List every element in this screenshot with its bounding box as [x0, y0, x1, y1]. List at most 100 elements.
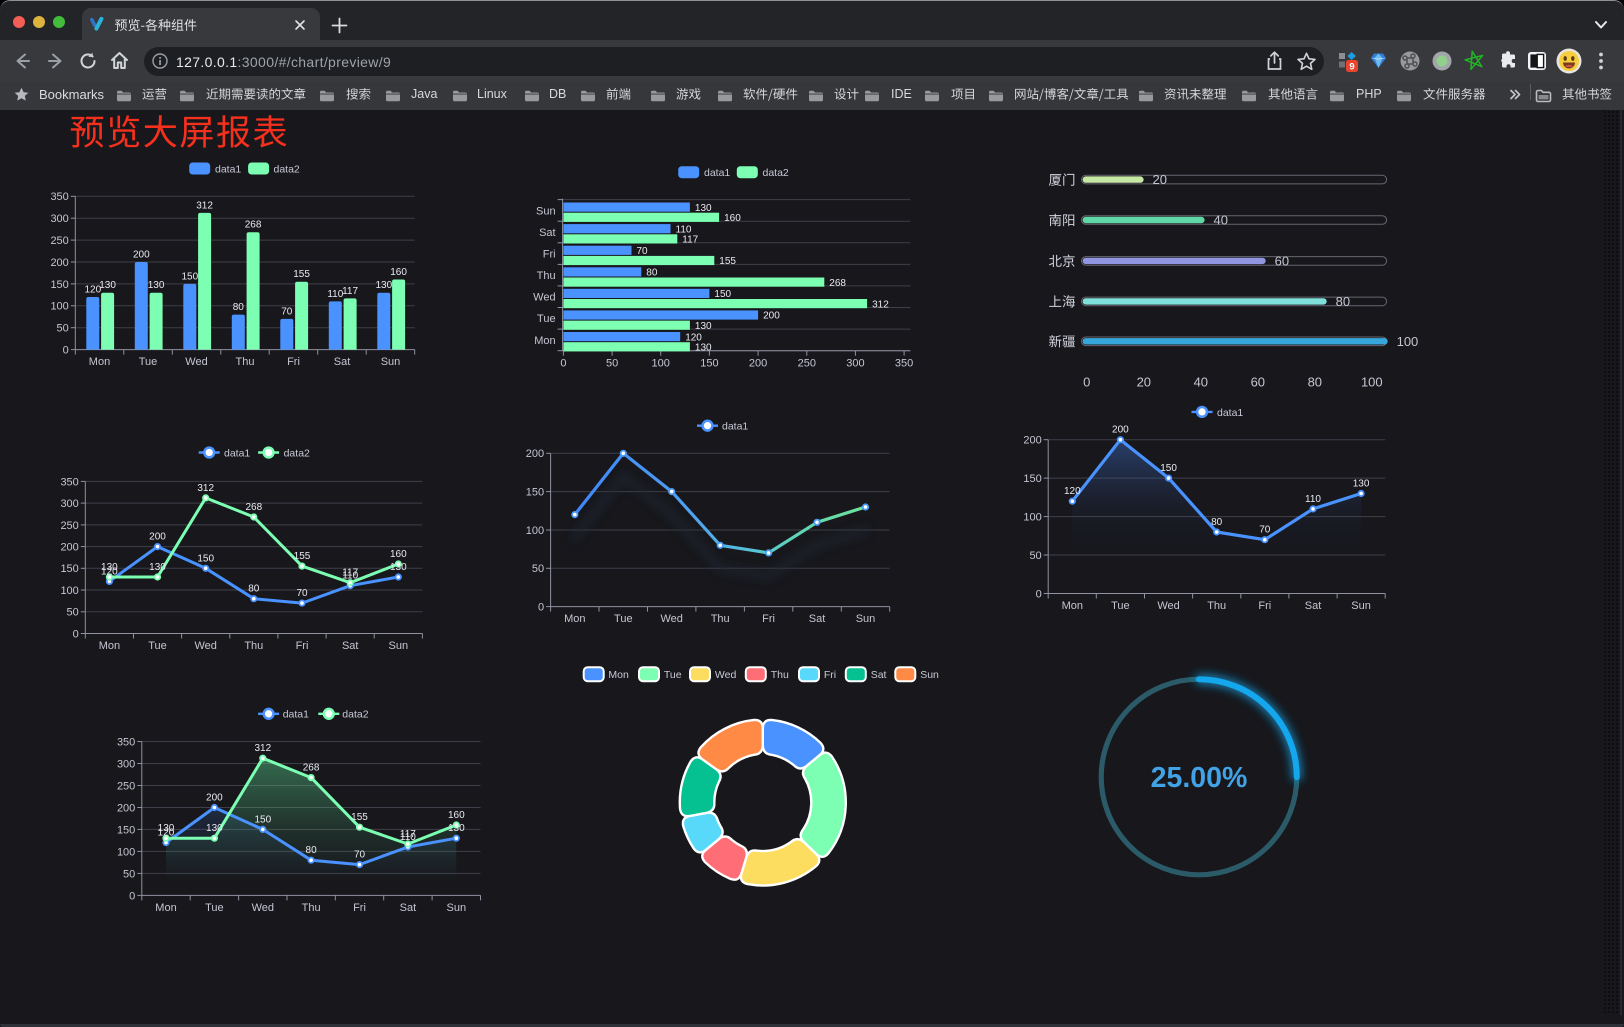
svg-text:150: 150: [1023, 473, 1041, 485]
svg-text:160: 160: [390, 267, 407, 278]
svg-text:0: 0: [560, 358, 566, 370]
svg-text:50: 50: [532, 563, 544, 575]
svg-text:40: 40: [1214, 213, 1228, 228]
svg-text:data1: data1: [283, 709, 309, 721]
svg-text:250: 250: [798, 358, 816, 370]
svg-text:130: 130: [695, 321, 712, 332]
svg-text:9: 9: [1349, 62, 1354, 73]
svg-text:155: 155: [294, 551, 311, 562]
svg-text:Tue: Tue: [148, 640, 167, 652]
svg-text:Sat: Sat: [400, 902, 417, 914]
svg-text:150: 150: [700, 358, 718, 370]
svg-text:0: 0: [538, 602, 544, 614]
svg-text:110: 110: [400, 832, 416, 843]
svg-text:268: 268: [829, 278, 846, 289]
svg-text:120: 120: [1064, 486, 1081, 497]
svg-text:312: 312: [196, 200, 213, 211]
svg-text:Wed: Wed: [194, 640, 216, 652]
svg-text:130: 130: [99, 280, 116, 291]
svg-text:300: 300: [60, 498, 78, 510]
svg-text:100: 100: [652, 358, 670, 370]
svg-text:200: 200: [206, 793, 223, 804]
svg-text:150: 150: [117, 824, 135, 836]
svg-text:20: 20: [1137, 374, 1151, 389]
svg-text:70: 70: [354, 850, 366, 861]
svg-text:312: 312: [872, 299, 889, 310]
svg-text:200: 200: [60, 542, 78, 554]
svg-text:155: 155: [719, 256, 736, 267]
svg-text:Mon: Mon: [608, 669, 629, 681]
svg-text:Sun: Sun: [920, 669, 939, 681]
svg-text:100: 100: [50, 301, 68, 313]
svg-text:200: 200: [749, 358, 767, 370]
svg-text:100: 100: [526, 525, 544, 537]
svg-text:Sun: Sun: [536, 205, 556, 217]
svg-text:350: 350: [60, 476, 78, 488]
svg-text:80: 80: [646, 268, 658, 279]
svg-text:160: 160: [390, 549, 407, 560]
svg-text:250: 250: [50, 235, 68, 247]
svg-text:Sat: Sat: [871, 669, 887, 681]
svg-text:300: 300: [50, 213, 68, 225]
svg-text:100: 100: [1397, 334, 1419, 349]
svg-text:Thu: Thu: [537, 270, 556, 282]
svg-text:Sun: Sun: [381, 356, 401, 368]
svg-text:Sun: Sun: [389, 640, 409, 652]
svg-text:Mon: Mon: [534, 335, 555, 347]
svg-text:80: 80: [306, 845, 318, 856]
svg-text:350: 350: [895, 358, 913, 370]
svg-text:312: 312: [197, 483, 214, 494]
svg-text:Fri: Fri: [762, 613, 775, 625]
svg-text:Mon: Mon: [1062, 600, 1083, 612]
svg-text:130: 130: [158, 823, 175, 834]
svg-text:130: 130: [390, 562, 407, 573]
svg-text:120: 120: [101, 566, 118, 577]
svg-text:268: 268: [245, 502, 262, 513]
svg-text:Tue: Tue: [537, 313, 556, 325]
svg-text:80: 80: [248, 584, 260, 595]
svg-text:Wed: Wed: [533, 292, 555, 304]
svg-text:268: 268: [303, 763, 320, 774]
svg-text:60: 60: [1275, 253, 1289, 268]
svg-text:Thu: Thu: [236, 356, 255, 368]
svg-text:120: 120: [84, 285, 101, 296]
svg-text:data2: data2: [342, 709, 368, 721]
svg-text:155: 155: [293, 269, 310, 280]
svg-text:50: 50: [67, 607, 79, 619]
svg-text:Fri: Fri: [353, 902, 366, 914]
svg-text:Fri: Fri: [287, 356, 300, 368]
svg-text:data1: data1: [1217, 407, 1243, 419]
svg-text:data2: data2: [763, 167, 789, 179]
svg-text:70: 70: [296, 588, 308, 599]
svg-text:Mon: Mon: [155, 902, 176, 914]
svg-text:117: 117: [342, 568, 358, 579]
svg-text:Sat: Sat: [334, 356, 351, 368]
svg-text:Thu: Thu: [711, 613, 730, 625]
svg-text:Mon: Mon: [99, 640, 120, 652]
svg-text:130: 130: [695, 203, 712, 214]
svg-text:268: 268: [245, 220, 262, 231]
svg-text:data1: data1: [722, 421, 748, 433]
svg-text:130: 130: [149, 562, 166, 573]
svg-text:100: 100: [117, 846, 135, 858]
svg-text:150: 150: [254, 814, 271, 825]
svg-text:50: 50: [1029, 550, 1041, 562]
svg-text:60: 60: [1251, 374, 1265, 389]
svg-text:Tue: Tue: [614, 613, 633, 625]
svg-text:130: 130: [101, 562, 118, 573]
svg-text:Sat: Sat: [342, 640, 359, 652]
svg-text:80: 80: [233, 302, 245, 313]
svg-text:Wed: Wed: [252, 902, 274, 914]
svg-text:Tue: Tue: [1111, 600, 1130, 612]
svg-text:0: 0: [129, 890, 135, 902]
svg-text:Tue: Tue: [139, 356, 158, 368]
svg-text:Wed: Wed: [715, 669, 737, 681]
svg-text:100: 100: [1023, 512, 1041, 524]
svg-text:350: 350: [117, 736, 135, 748]
svg-text:150: 150: [60, 563, 78, 575]
svg-text:data1: data1: [224, 447, 250, 459]
svg-text:250: 250: [117, 780, 135, 792]
svg-text:200: 200: [50, 257, 68, 269]
svg-text:312: 312: [254, 743, 271, 754]
svg-text:200: 200: [526, 448, 544, 460]
